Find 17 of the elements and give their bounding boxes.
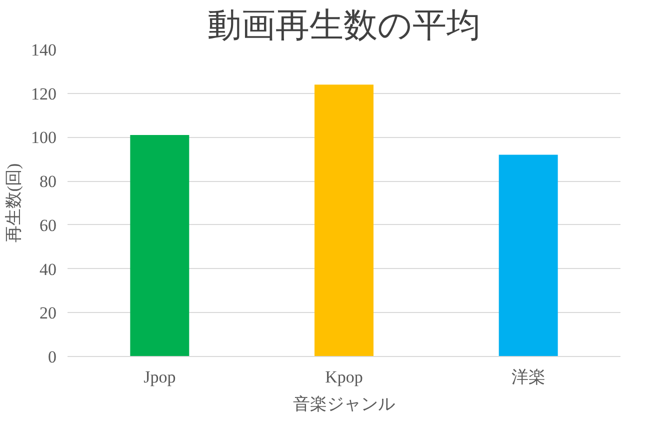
y-tick-label: 80: [40, 172, 56, 192]
x-tick-label: Kpop: [325, 368, 363, 386]
y-tick-label: 0: [48, 348, 56, 366]
y-axis-title: 再生数(回): [4, 163, 23, 243]
x-tick-label: 洋楽: [511, 368, 546, 386]
y-tick-label: 40: [40, 260, 56, 279]
bar: [498, 154, 558, 356]
y-tick-label: 140: [31, 40, 56, 60]
y-tick-label: 120: [31, 84, 56, 104]
y-tick-label: 20: [40, 304, 56, 323]
y-tick-label: 60: [40, 216, 56, 235]
bar: [130, 135, 190, 356]
y-tick-label: 100: [31, 128, 56, 148]
bar: [314, 84, 374, 356]
x-tick-label: Jpop: [144, 368, 176, 386]
x-axis-title: 音楽ジャンル: [293, 394, 395, 414]
chart-title: 動画再生数の平均: [208, 8, 480, 44]
